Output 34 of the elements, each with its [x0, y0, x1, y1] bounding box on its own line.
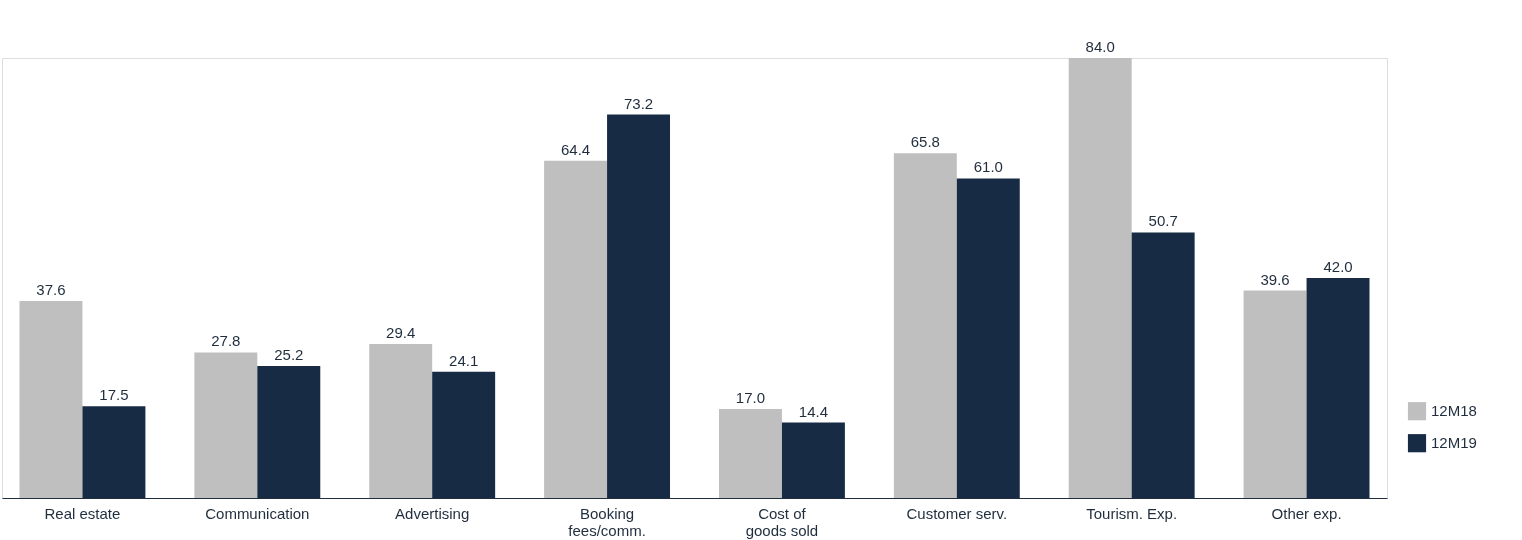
- x-tick-label: Other exp.: [1271, 504, 1342, 522]
- legend-label: 12M18: [1431, 402, 1477, 420]
- bar: [194, 352, 258, 498]
- bar: [19, 301, 83, 498]
- bar: [1243, 290, 1307, 498]
- data-label: 65.8: [910, 133, 940, 151]
- x-tick-label: Booking fees/comm.: [568, 504, 646, 539]
- data-label: 64.4: [560, 140, 591, 158]
- data-label: 29.4: [386, 324, 416, 341]
- x-tick-label: Cost of goods sold: [745, 504, 819, 539]
- legend-label: 12M19: [1431, 434, 1477, 452]
- x-tick-label: Customer serv.: [906, 504, 1008, 522]
- data-label: 73.2: [623, 94, 654, 112]
- data-label: 24.1: [449, 351, 479, 369]
- data-label: 39.6: [1260, 270, 1290, 288]
- bar: [893, 153, 957, 498]
- data-label: 84.0: [1085, 38, 1115, 55]
- data-label: 37.6: [36, 281, 66, 299]
- data-label: 27.8: [211, 332, 241, 350]
- x-tick-label: Advertising: [395, 504, 470, 522]
- bar: [544, 160, 608, 498]
- data-label: 25.2: [274, 346, 304, 363]
- bar: [718, 408, 782, 498]
- data-label: 17.0: [735, 388, 766, 406]
- bar: [1068, 58, 1132, 498]
- data-label: 14.4: [798, 402, 829, 420]
- bar: [369, 344, 433, 498]
- data-label: 42.0: [1323, 258, 1353, 275]
- x-tick-label: Tourism. Exp.: [1086, 504, 1178, 522]
- x-tick-label: Communication: [205, 504, 310, 522]
- data-label: 61.0: [973, 158, 1003, 176]
- data-label: 50.7: [1148, 212, 1178, 230]
- x-tick-label: Real estate: [44, 504, 121, 522]
- data-label: 17.5: [99, 386, 129, 404]
